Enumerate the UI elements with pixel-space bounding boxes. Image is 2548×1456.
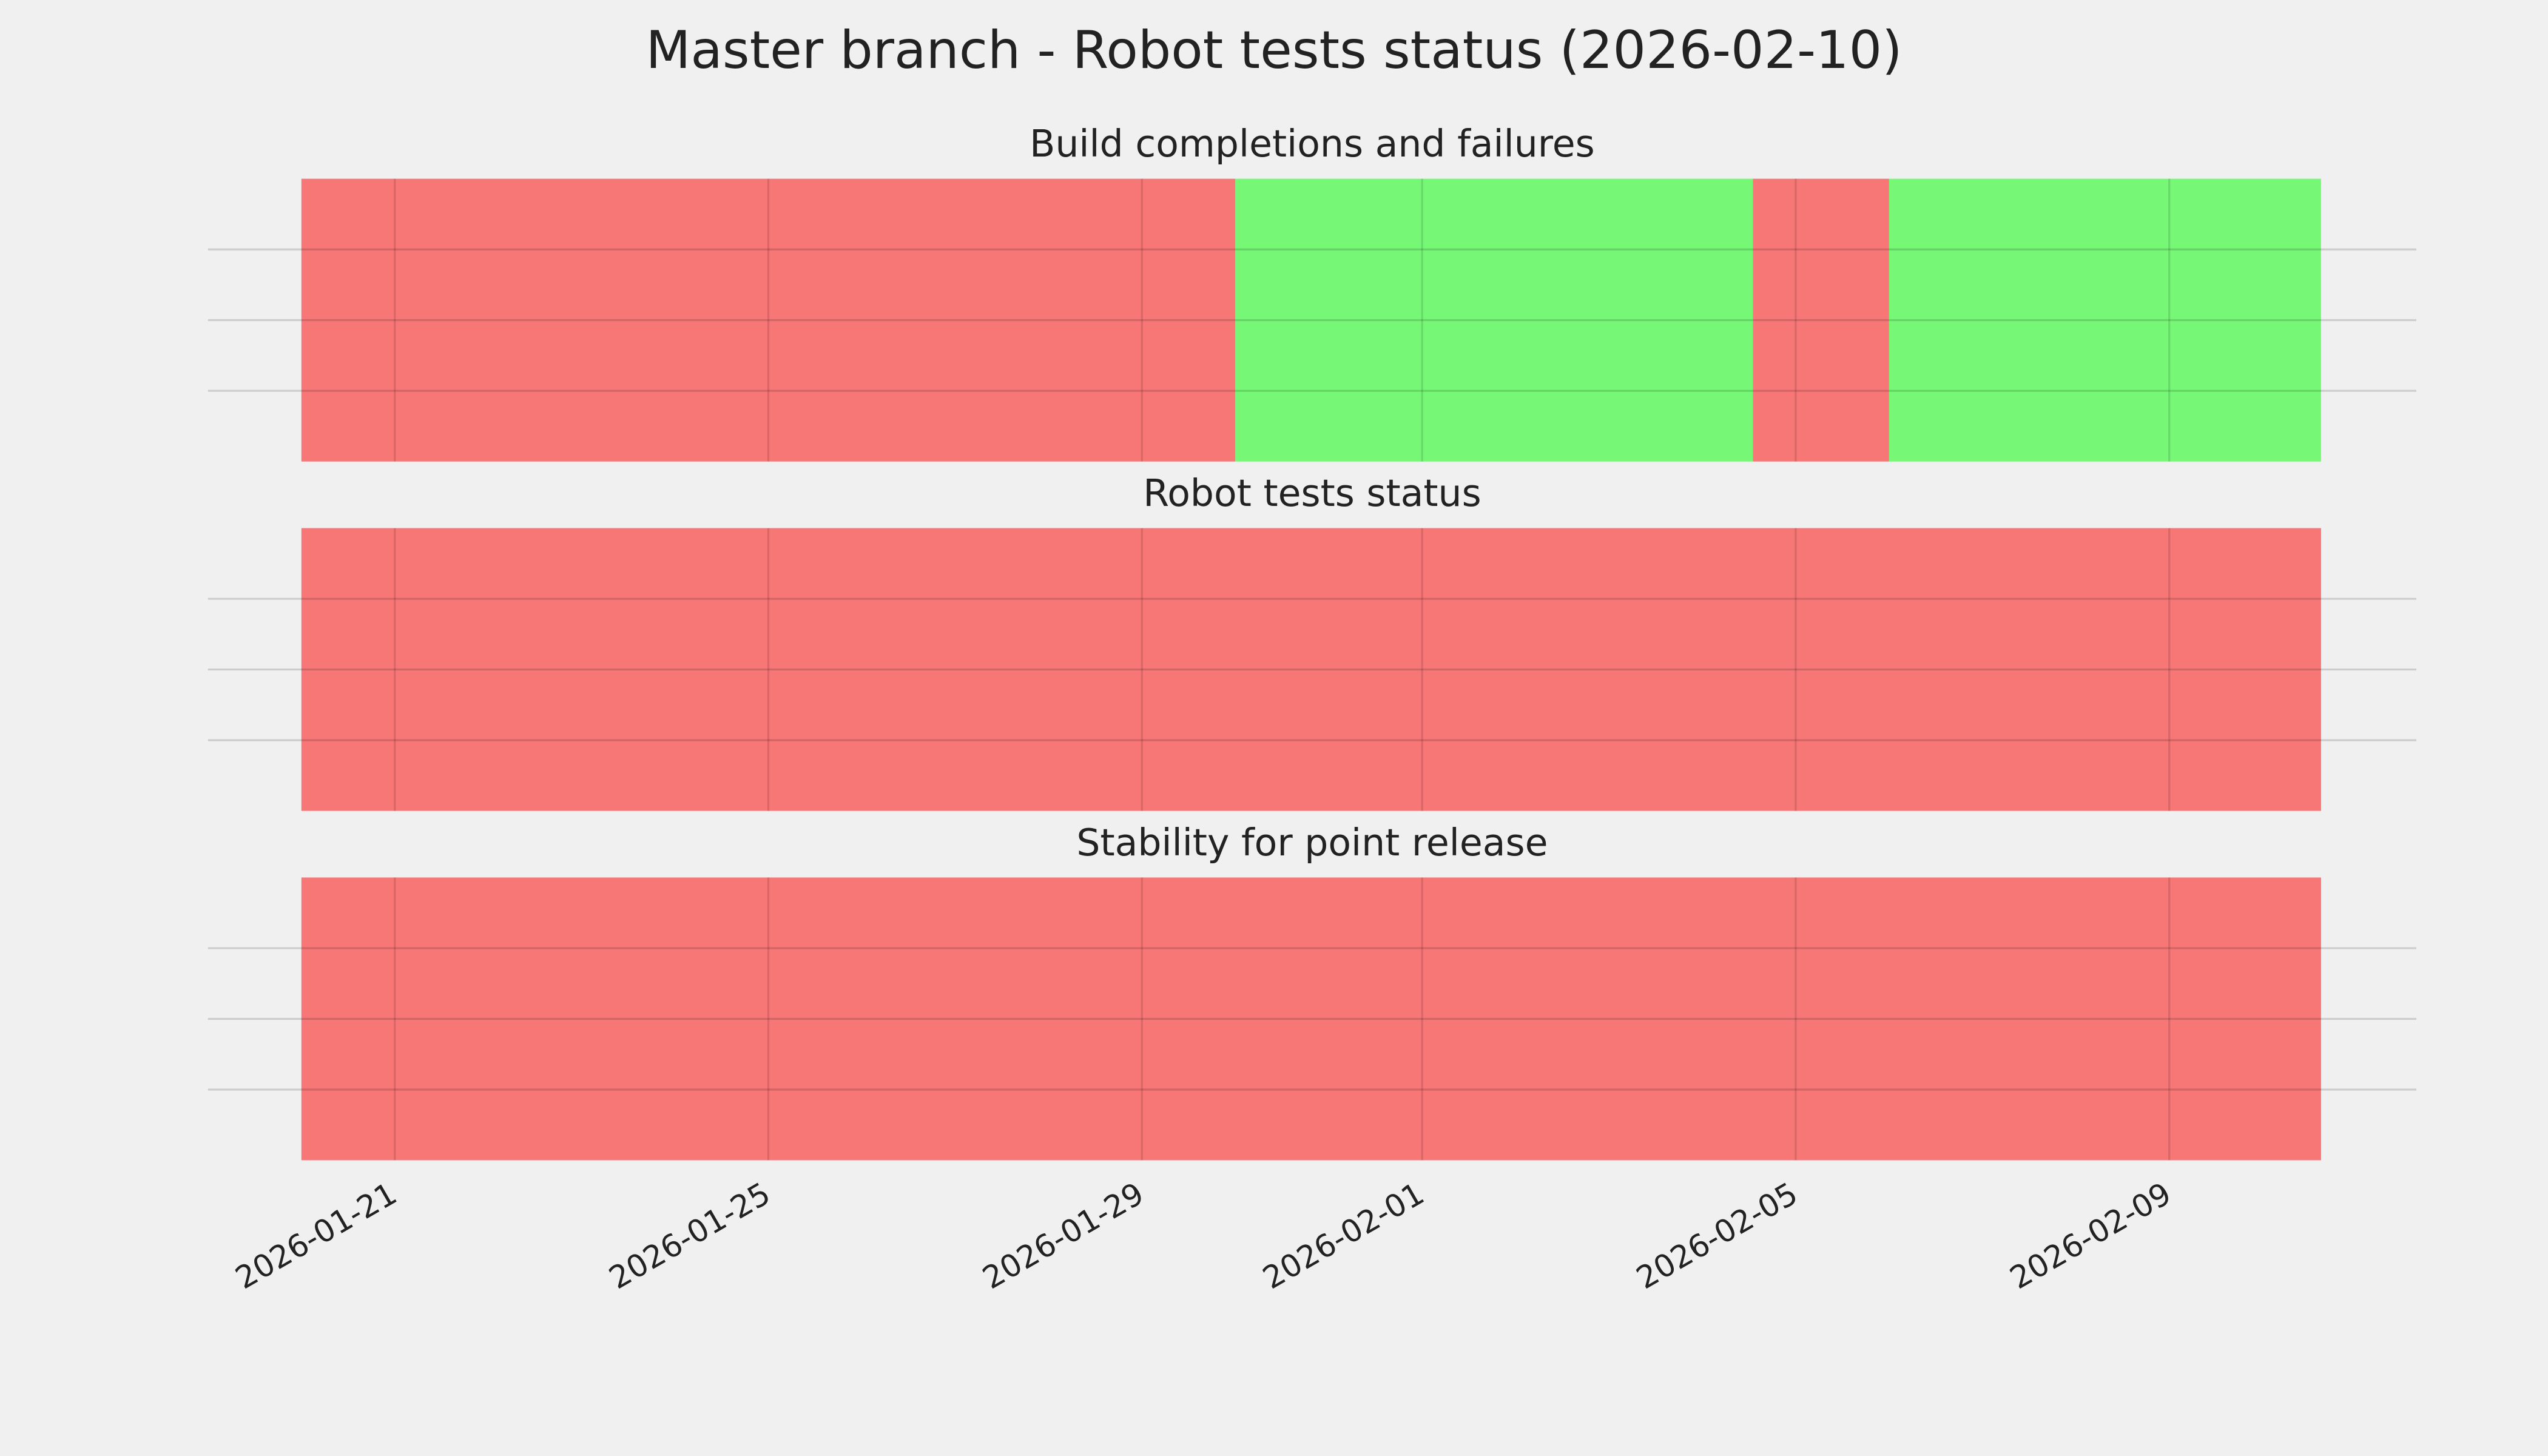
subplot-title: Stability for point release: [1076, 821, 1548, 864]
status-span: [301, 877, 2321, 1161]
status-span: [1889, 178, 2321, 462]
status-span: [1235, 178, 1753, 462]
figure-title: Master branch - Robot tests status (2026…: [645, 20, 1902, 81]
status-span: [301, 528, 2321, 811]
status-span: [301, 178, 1236, 462]
subplot-title: Robot tests status: [1143, 471, 1481, 515]
subplot-title: Build completions and failures: [1030, 122, 1595, 166]
status-span: [1753, 178, 1889, 462]
